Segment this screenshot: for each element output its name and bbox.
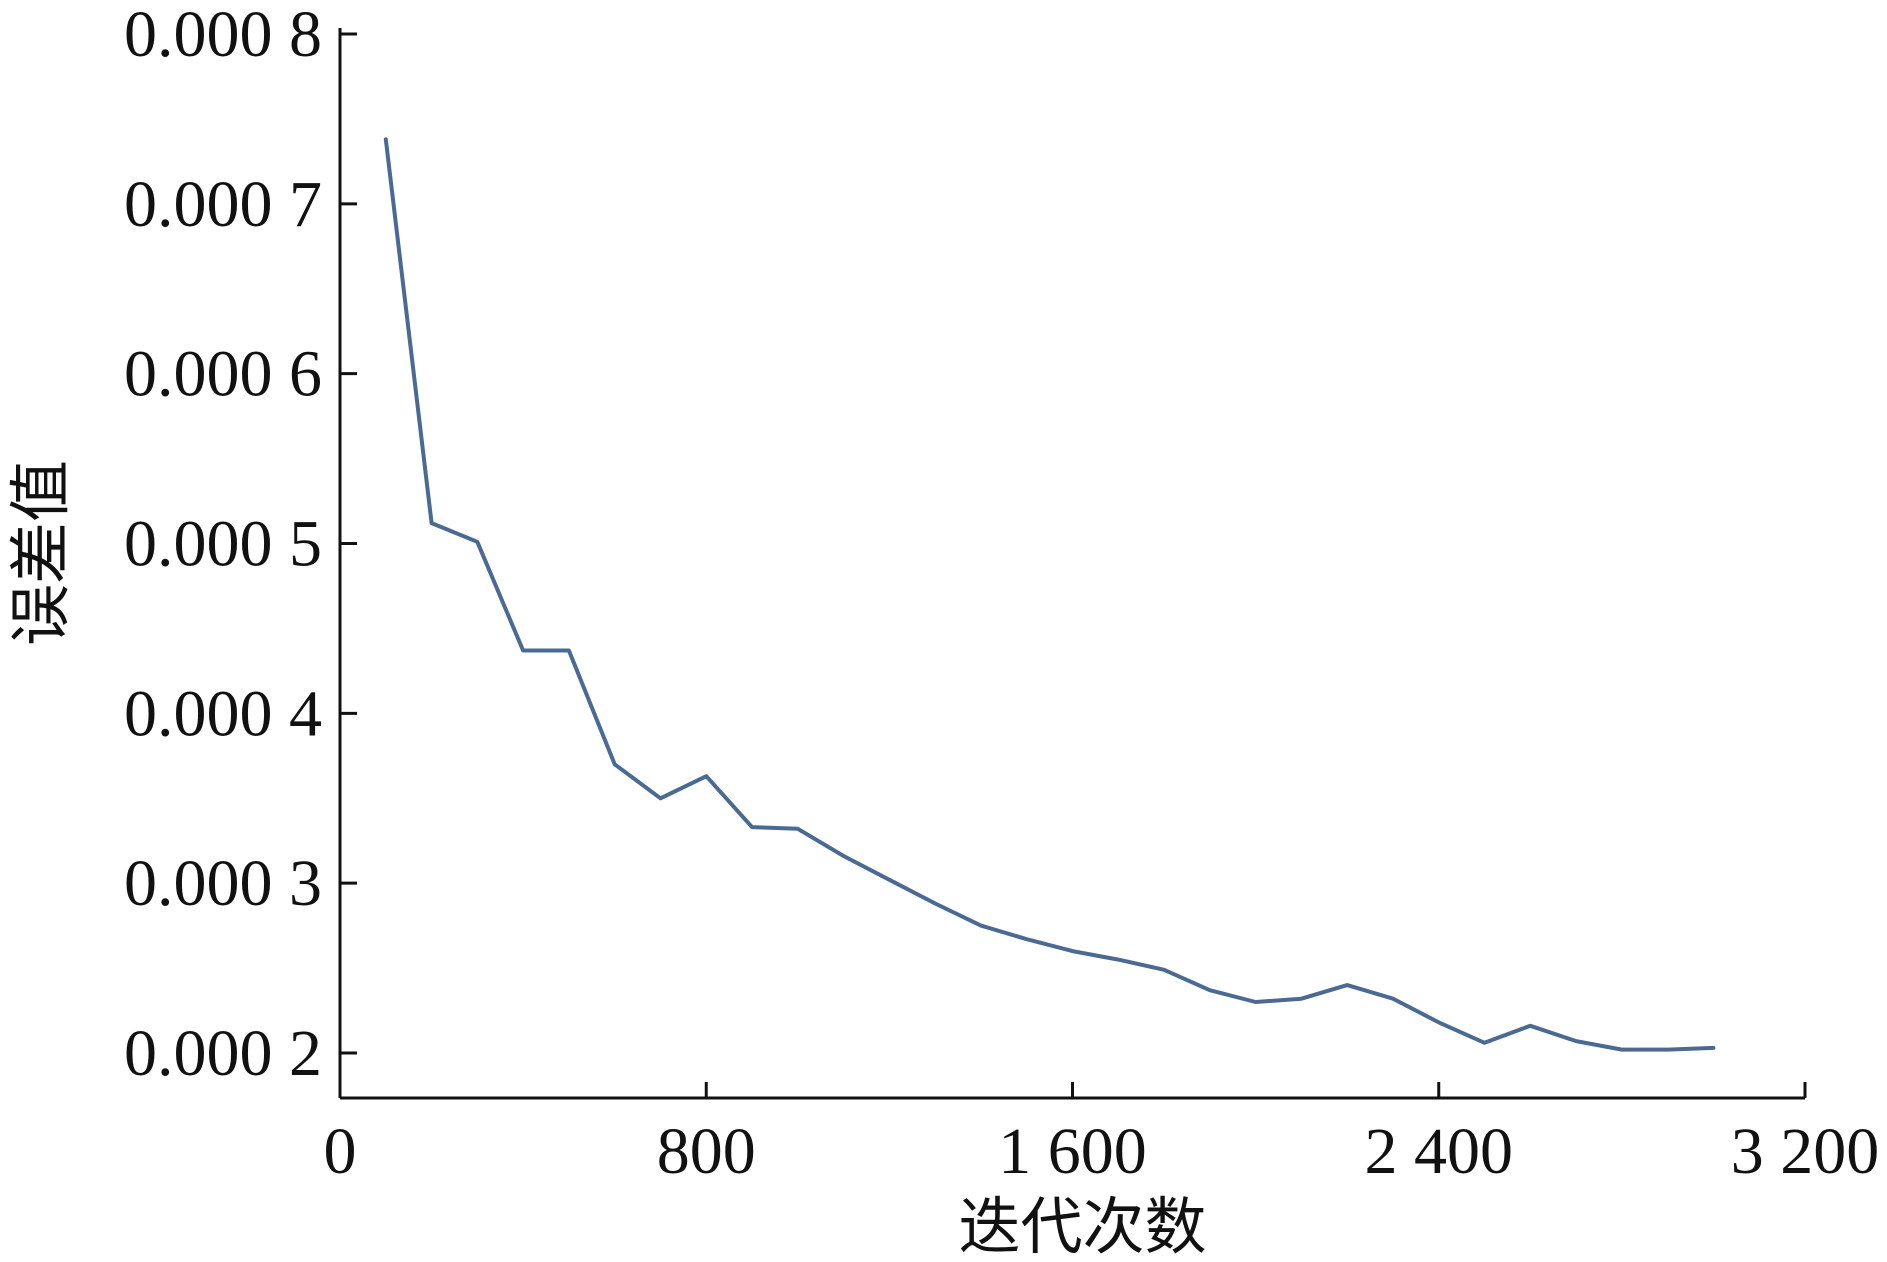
x-tick-label: 3 200	[1731, 1115, 1880, 1188]
series-line	[383, 137, 1716, 1052]
x-tick-label: 2 400	[1365, 1115, 1514, 1188]
x-axis-ticks: 0 800 1 600 2 400 3 200	[324, 1082, 1880, 1188]
x-tick-label: 800	[657, 1115, 756, 1188]
y-tick-label: 0.000 2	[124, 1017, 322, 1090]
x-tick-label: 0	[324, 1115, 357, 1188]
y-tick-label: 0.000 4	[124, 677, 322, 750]
x-tick-label: 1 600	[998, 1115, 1147, 1188]
y-axis-ticks: 0.000 2 0.000 3 0.000 4 0.000 5 0.000 6 0.000…	[124, 0, 357, 1090]
axes	[338, 28, 1805, 1100]
series-layer	[383, 137, 1716, 1052]
y-axis-title: 误差值	[4, 460, 77, 646]
y-tick-label: 0.000 7	[124, 168, 322, 241]
y-tick-label: 0.000 5	[124, 508, 322, 581]
y-tick-label: 0.000 8	[124, 0, 322, 71]
y-tick-label: 0.000 6	[124, 338, 322, 411]
x-axis-title: 迭代次数	[958, 1190, 1206, 1262]
y-tick-label: 0.000 3	[124, 847, 322, 920]
